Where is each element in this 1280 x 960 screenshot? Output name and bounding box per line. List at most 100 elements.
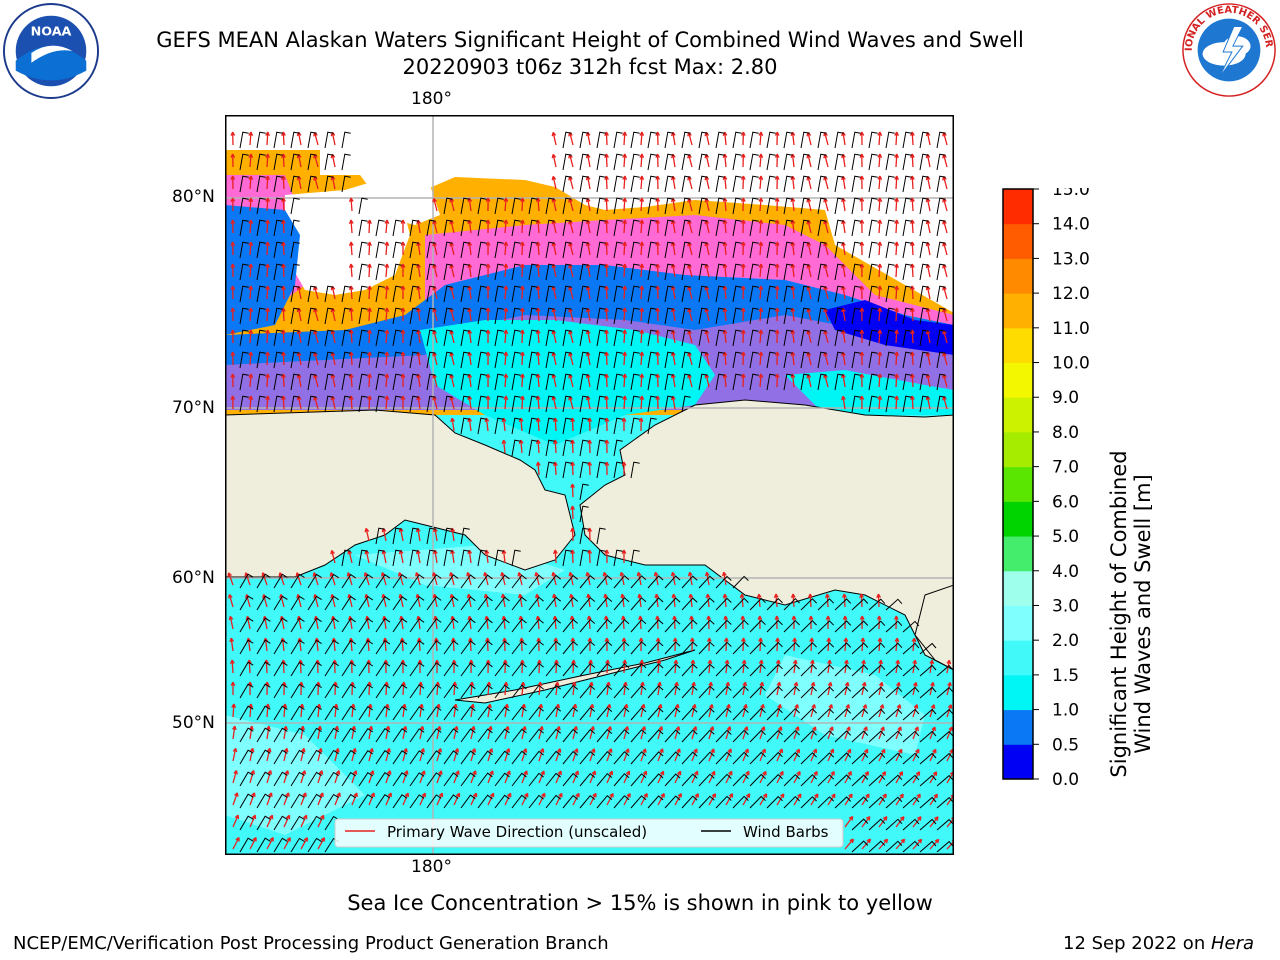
wave-direction-arrow: [570, 461, 575, 476]
wind-barb: [749, 219, 759, 237]
wave-direction-arrow: [521, 748, 528, 762]
wind-barb: [766, 307, 776, 325]
wave-direction-arrow: [691, 726, 698, 740]
wind-barb: [698, 795, 715, 809]
wind-barb: [851, 774, 869, 787]
wind-barb: [766, 351, 776, 369]
wind-barb: [681, 373, 691, 391]
wind-barb: [239, 727, 254, 743]
wind-barb: [256, 617, 271, 633]
wind-barb: [443, 329, 453, 347]
wind-barb: [715, 729, 732, 743]
wave-direction-arrow: [639, 285, 645, 300]
wind-barb: [273, 771, 288, 787]
wind-barb: [902, 197, 912, 215]
colorbar-swatch: [1003, 466, 1033, 502]
wave-direction-arrow: [400, 373, 406, 387]
wave-direction-arrow: [230, 373, 236, 388]
wave-direction-arrow: [844, 681, 850, 696]
wind-barb: [834, 796, 852, 809]
noaa-logo-label: NOAA: [31, 24, 72, 39]
wind-barb: [596, 596, 613, 611]
wind-barb: [749, 285, 759, 303]
wave-direction-arrow: [894, 241, 899, 256]
wind-barb: [732, 795, 749, 809]
wind-barb: [851, 598, 869, 611]
wave-direction-arrow: [587, 637, 593, 652]
wind-barb: [511, 197, 521, 215]
wind-barb: [477, 549, 487, 567]
wind-barb: [579, 131, 589, 149]
wind-barb: [868, 730, 886, 743]
wind-barb: [545, 728, 562, 743]
wind-barb: [324, 705, 339, 721]
wind-barb: [239, 815, 254, 831]
wind-barb: [732, 175, 742, 193]
wave-direction-arrow: [910, 153, 915, 168]
wind-barb: [681, 285, 691, 303]
wind-barb: [715, 351, 725, 369]
wind-barb: [681, 597, 698, 611]
wind-barb: [834, 263, 844, 281]
wave-direction-arrow: [317, 837, 326, 850]
wave-direction-arrow: [776, 703, 782, 718]
wave-direction-arrow: [587, 439, 593, 454]
wave-direction-arrow: [604, 549, 610, 564]
wind-barb: [664, 395, 674, 413]
wind-barb: [511, 618, 527, 633]
wind-barb: [715, 219, 725, 237]
wave-direction-arrow: [690, 659, 696, 674]
wind-barb: [307, 639, 322, 655]
wind-barb: [902, 752, 920, 765]
wind-barb: [358, 640, 374, 655]
wind-barb: [256, 197, 266, 215]
wind-barb: [358, 662, 374, 677]
wave-direction-arrow: [317, 747, 323, 762]
wind-barb: [409, 307, 419, 325]
wind-barb: [273, 197, 283, 215]
wind-barb: [613, 329, 623, 347]
wave-direction-arrow: [266, 770, 273, 784]
wave-direction-arrow: [655, 131, 661, 146]
wind-barb: [579, 596, 596, 611]
wind-barb: [630, 549, 640, 567]
wind-barb: [545, 750, 562, 765]
wind-barb: [324, 749, 339, 765]
wind-barb: [749, 175, 759, 193]
wind-barb: [307, 595, 322, 611]
wind-barb: [817, 686, 835, 699]
wind-barb: [596, 395, 606, 413]
wind-barb: [766, 729, 783, 743]
wind-barb: [800, 796, 817, 809]
wave-direction-arrow: [348, 219, 354, 234]
wind-barb: [562, 618, 579, 633]
wave-direction-arrow: [436, 748, 443, 762]
wave-direction-arrow: [367, 329, 372, 344]
wind-barb: [630, 197, 640, 215]
wave-direction-arrow: [368, 725, 374, 740]
colorbar-label-line1: Significant Height of Combined: [1107, 450, 1131, 777]
wave-direction-arrow: [518, 615, 524, 630]
wind-barb: [783, 241, 793, 259]
wind-barb: [494, 549, 504, 567]
colorbar-swatch: [1003, 258, 1033, 294]
wind-barb: [290, 395, 300, 413]
wave-direction-arrow: [281, 241, 286, 256]
wave-direction-arrow: [774, 197, 780, 212]
wind-barb: [732, 131, 742, 149]
wind-barb: [732, 373, 742, 391]
wind-barb: [749, 619, 766, 633]
wave-direction-arrow: [910, 285, 915, 300]
wind-barb: [885, 197, 895, 215]
wind-barb: [613, 219, 623, 237]
wave-direction-arrow: [300, 837, 308, 850]
wind-barb: [392, 549, 402, 567]
wind-barb: [817, 796, 835, 809]
wind-barb: [358, 285, 368, 303]
wave-direction-arrow: [570, 549, 575, 564]
wave-direction-arrow: [910, 329, 915, 344]
wind-barb: [443, 263, 453, 281]
wind-barb: [477, 574, 493, 589]
wind-barb: [579, 175, 589, 193]
wind-barb: [851, 351, 861, 369]
